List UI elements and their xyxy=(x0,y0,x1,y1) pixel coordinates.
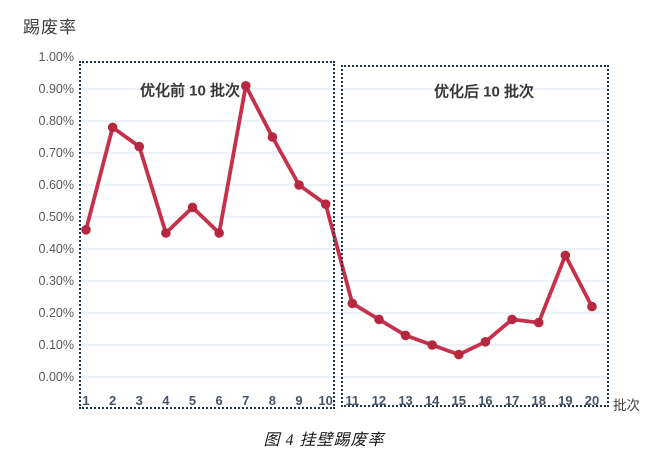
x-tick-label: 11 xyxy=(345,393,360,408)
data-point xyxy=(347,298,358,309)
data-point xyxy=(187,202,198,213)
x-tick-label: 20 xyxy=(584,393,600,408)
x-tick-label: 8 xyxy=(268,393,277,408)
data-point xyxy=(161,228,171,238)
x-tick-label: 18 xyxy=(531,393,546,408)
x-tick-label: 14 xyxy=(424,393,440,408)
x-tick-label: 19 xyxy=(558,393,573,408)
data-point xyxy=(427,340,437,350)
x-tick-label: 5 xyxy=(188,393,197,408)
x-tick-label: 12 xyxy=(371,393,387,408)
pre-optimization-box xyxy=(79,61,335,409)
x-tick-label: 6 xyxy=(215,393,223,408)
pre-optimization-label: 优化前 10 批次 xyxy=(139,82,241,100)
y-tick-label: 0.00% xyxy=(38,370,74,384)
data-point xyxy=(507,314,517,325)
y-tick-label: 0.90% xyxy=(38,82,74,96)
x-tick-label: 7 xyxy=(242,393,250,408)
y-tick-label: 0.20% xyxy=(38,306,74,320)
x-tick-label: 10 xyxy=(318,393,333,408)
y-tick-label: 0.10% xyxy=(38,338,74,352)
post-optimization-box xyxy=(341,65,609,407)
y-tick-label: 0.80% xyxy=(38,114,74,128)
y-tick-label: 0.40% xyxy=(38,242,74,256)
data-point xyxy=(240,81,251,91)
y-tick-label: 0.30% xyxy=(38,274,74,288)
data-point xyxy=(134,141,145,152)
x-tick-label: 16 xyxy=(478,393,493,408)
x-tick-label: 2 xyxy=(109,393,117,408)
post-optimization-label: 优化后 10 批次 xyxy=(433,83,535,101)
data-point xyxy=(374,314,384,325)
data-point xyxy=(454,349,464,360)
x-tick-label: 17 xyxy=(504,393,520,408)
y-tick-label: 0.50% xyxy=(38,210,74,224)
x-tick-label: 9 xyxy=(295,393,303,408)
y-tick-label: 0.60% xyxy=(38,178,74,192)
data-point xyxy=(533,317,544,328)
y-tick-label: 0.70% xyxy=(38,146,74,160)
data-point xyxy=(107,122,118,133)
data-point xyxy=(560,250,571,261)
y-tick-label: 1.00% xyxy=(38,50,74,64)
data-point xyxy=(294,180,304,190)
data-point xyxy=(320,199,331,209)
data-point xyxy=(587,301,597,312)
x-tick-label: 3 xyxy=(135,393,143,408)
data-point xyxy=(480,337,491,347)
y-axis-title: 踢废率 xyxy=(23,18,77,37)
data-point xyxy=(81,225,91,235)
x-axis-title: 批次 xyxy=(613,398,640,413)
data-point xyxy=(400,330,411,341)
figure-caption: 图 4 挂壁踢废率 xyxy=(263,432,385,449)
x-tick-label: 15 xyxy=(451,393,467,408)
x-tick-label: 4 xyxy=(162,393,170,408)
x-tick-label: 13 xyxy=(398,393,413,408)
data-point xyxy=(267,132,278,142)
data-point xyxy=(214,228,224,238)
trend-line xyxy=(84,83,594,357)
x-tick-label: 1 xyxy=(82,393,90,408)
